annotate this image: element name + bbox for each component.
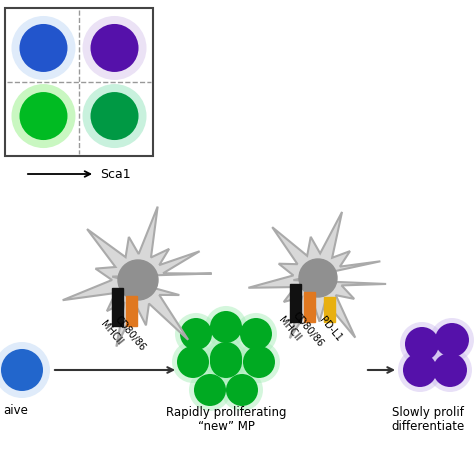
Circle shape bbox=[189, 369, 231, 411]
Circle shape bbox=[403, 353, 437, 387]
Circle shape bbox=[435, 323, 469, 357]
Polygon shape bbox=[248, 212, 386, 338]
Text: MHCII: MHCII bbox=[98, 319, 124, 347]
Text: differentiate: differentiate bbox=[392, 420, 465, 433]
Text: Slowly prolif: Slowly prolif bbox=[392, 406, 464, 419]
Circle shape bbox=[177, 346, 209, 378]
Circle shape bbox=[91, 24, 138, 72]
Bar bbox=[291, 284, 301, 322]
Text: Rapidly proliferating: Rapidly proliferating bbox=[166, 406, 286, 419]
Bar bbox=[127, 296, 137, 326]
Circle shape bbox=[19, 24, 67, 72]
Circle shape bbox=[221, 369, 263, 411]
Circle shape bbox=[405, 327, 439, 361]
Bar bbox=[5, 8, 153, 156]
Circle shape bbox=[398, 348, 442, 392]
Bar bbox=[325, 297, 336, 322]
Circle shape bbox=[400, 322, 444, 366]
Circle shape bbox=[433, 353, 467, 387]
Text: Sca1: Sca1 bbox=[100, 167, 131, 181]
Text: “new” MP: “new” MP bbox=[198, 420, 255, 433]
Circle shape bbox=[243, 346, 275, 378]
Circle shape bbox=[430, 318, 474, 362]
Circle shape bbox=[82, 84, 146, 148]
Circle shape bbox=[226, 374, 258, 406]
Circle shape bbox=[118, 260, 158, 300]
Circle shape bbox=[299, 259, 337, 297]
Circle shape bbox=[205, 341, 247, 383]
Circle shape bbox=[235, 313, 277, 355]
Bar bbox=[112, 288, 124, 326]
Text: CD80/86: CD80/86 bbox=[113, 314, 147, 353]
Circle shape bbox=[175, 313, 217, 355]
Circle shape bbox=[91, 92, 138, 140]
Circle shape bbox=[11, 16, 75, 80]
Circle shape bbox=[205, 337, 247, 379]
Circle shape bbox=[1, 349, 43, 391]
Text: PD-L1: PD-L1 bbox=[317, 315, 343, 344]
Polygon shape bbox=[63, 207, 212, 346]
Circle shape bbox=[210, 311, 242, 343]
Circle shape bbox=[210, 346, 242, 378]
Circle shape bbox=[172, 341, 214, 383]
Circle shape bbox=[428, 348, 472, 392]
Circle shape bbox=[240, 318, 272, 350]
Circle shape bbox=[11, 84, 75, 148]
Circle shape bbox=[194, 374, 226, 406]
Circle shape bbox=[210, 342, 242, 374]
Circle shape bbox=[180, 318, 212, 350]
Circle shape bbox=[19, 92, 67, 140]
Circle shape bbox=[82, 16, 146, 80]
Circle shape bbox=[0, 342, 50, 398]
Text: MHCII: MHCII bbox=[276, 315, 302, 343]
Bar bbox=[304, 292, 316, 322]
Text: aive: aive bbox=[3, 404, 28, 417]
Circle shape bbox=[238, 341, 280, 383]
Circle shape bbox=[205, 306, 247, 348]
Text: CD80/86: CD80/86 bbox=[291, 310, 326, 348]
